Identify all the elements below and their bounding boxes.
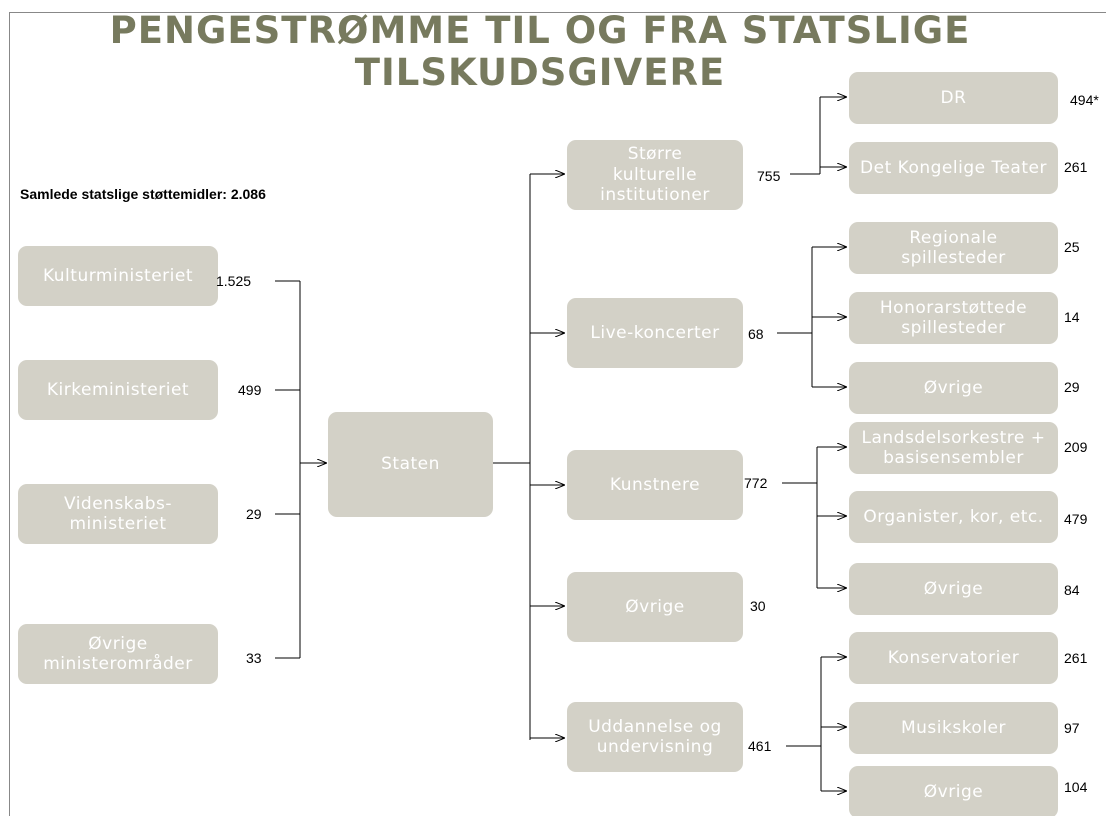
value-label: 29 bbox=[246, 506, 262, 522]
value-label: 14 bbox=[1064, 309, 1080, 325]
leaf-box: Landsdelsorkestre + basisensembler bbox=[849, 422, 1058, 474]
subtitle: Samlede statslige støttemidler: 2.086 bbox=[20, 186, 266, 202]
value-label: 499 bbox=[238, 382, 262, 398]
value-label: 84 bbox=[1064, 582, 1080, 598]
value-label: 772 bbox=[744, 475, 768, 491]
leaf-box: Øvrige bbox=[849, 766, 1058, 816]
leaf-box: DR bbox=[849, 72, 1058, 124]
leaf-box: Honorarstøttede spillesteder bbox=[849, 292, 1058, 344]
leaf-box: Organister, kor, etc. bbox=[849, 491, 1058, 543]
leaf-box: Konservatorier bbox=[849, 632, 1058, 684]
value-label: 261 bbox=[1064, 159, 1088, 175]
source-box: Kirkeministeriet bbox=[18, 360, 218, 420]
value-label: 461 bbox=[748, 738, 772, 754]
value-label: 494* bbox=[1070, 92, 1099, 108]
leaf-box: Det Kongelige Teater bbox=[849, 142, 1058, 194]
branch-box: Uddannelse og undervisning bbox=[567, 702, 743, 772]
value-label: 261 bbox=[1064, 650, 1088, 666]
value-label: 33 bbox=[246, 650, 262, 666]
value-label: 479 bbox=[1064, 511, 1088, 527]
value-label: 97 bbox=[1064, 720, 1080, 736]
leaf-box: Øvrige bbox=[849, 563, 1058, 615]
value-label: 104 bbox=[1064, 779, 1088, 795]
source-box: Øvrige ministerområder bbox=[18, 624, 218, 684]
title: PENGESTRØMME TIL OG FRA STATSLIGE TILSKU… bbox=[109, 9, 971, 94]
value-label: 68 bbox=[748, 326, 764, 342]
leaf-box: Musikskoler bbox=[849, 702, 1058, 754]
branch-box: Større kulturelle institutioner bbox=[567, 140, 743, 210]
value-label: 29 bbox=[1064, 379, 1080, 395]
center-box: Staten bbox=[328, 412, 493, 517]
leaf-box: Regionale spillesteder bbox=[849, 222, 1058, 274]
source-box: Kulturministeriet bbox=[18, 246, 218, 306]
source-box: Videnskabs-ministeriet bbox=[18, 484, 218, 544]
value-label: 1.525 bbox=[216, 273, 252, 289]
branch-box: Kunstnere bbox=[567, 450, 743, 520]
branch-box: Øvrige bbox=[567, 572, 743, 642]
value-label: 25 bbox=[1064, 239, 1080, 255]
frame bbox=[9, 12, 1106, 816]
value-label: 30 bbox=[750, 598, 766, 614]
branch-box: Live-koncerter bbox=[567, 298, 743, 368]
value-label: 755 bbox=[757, 168, 781, 184]
value-label: 209 bbox=[1064, 439, 1088, 455]
leaf-box: Øvrige bbox=[849, 362, 1058, 414]
